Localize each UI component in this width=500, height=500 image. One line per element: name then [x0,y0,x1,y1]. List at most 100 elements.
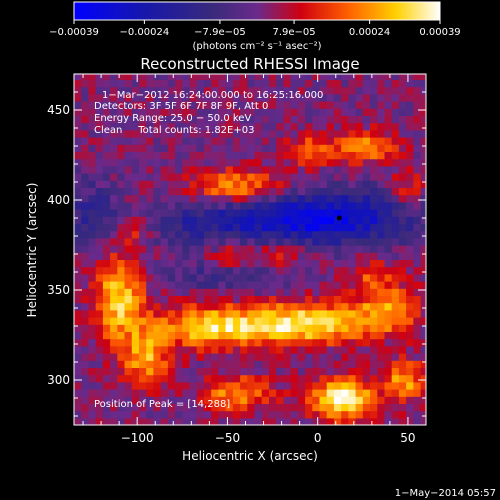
heatmap-cell [326,417,335,425]
heatmap-cell [333,216,342,224]
heatmap-cell [81,245,89,253]
heatmap-cell [398,108,407,116]
heatmap-cell [102,281,111,289]
heatmap-cell [391,216,400,224]
heatmap-cell [153,353,162,361]
heatmap-cell [88,309,97,318]
heatmap-cell [319,417,328,425]
heatmap-cell [355,187,364,196]
heatmap-cell [312,252,321,260]
heatmap-cell [146,187,154,196]
heatmap-cell [305,187,313,196]
heatmap-cell [182,144,191,152]
heatmap-cell [362,216,371,224]
heatmap-cell [319,93,328,102]
heatmap-cell [153,417,162,425]
heatmap-cell [74,245,82,253]
heatmap-cell [254,86,263,95]
heatmap-cell [232,129,241,138]
heatmap-cell [189,201,198,210]
heatmap-cell [175,108,183,116]
heatmap-cell [139,252,147,260]
heatmap-cell [312,201,321,210]
heatmap-cell [117,223,126,232]
heatmap-cell [297,144,306,152]
heatmap-cell [247,194,256,203]
heatmap-cell [377,389,386,397]
heatmap-cell [269,403,277,412]
heatmap-cell [131,338,140,347]
heatmap-cell [420,158,426,167]
heatmap-cell [167,201,176,210]
heatmap-cell [254,360,263,368]
heatmap-cell [312,360,321,368]
heatmap-cell [283,403,292,412]
heatmap-cell [131,410,140,419]
heatmap-cell [146,389,154,397]
heatmap-cell [88,324,97,332]
heatmap-cell [305,108,313,116]
heatmap-cell [276,79,284,88]
heatmap-cell [196,374,205,383]
heatmap-cell [319,79,328,88]
heatmap-cell [406,281,414,289]
heatmap-cell [110,374,118,383]
heatmap-cell [283,137,292,145]
heatmap-cell [247,216,256,224]
heatmap-cell [88,86,97,95]
heatmap-cell [297,360,306,368]
heatmap-cell [74,259,82,268]
heatmap-cell [139,115,147,124]
heatmap-cell [326,367,335,376]
heatmap-cell [102,331,111,340]
heatmap-cell [333,403,342,412]
heatmap-cell [377,245,386,253]
heatmap-cell [355,374,364,383]
heatmap-cell [117,417,126,425]
heatmap-cell [81,237,89,246]
heatmap-cell [269,129,277,138]
heatmap-cell [276,230,284,239]
heatmap-cell [81,201,89,210]
heatmap-cell [377,252,386,260]
heatmap-cell [312,230,321,239]
heatmap-cell [247,331,256,340]
heatmap-cell [406,237,414,246]
heatmap-cell [240,252,248,260]
heatmap-cell [269,209,277,217]
heatmap-cell [153,122,162,131]
heatmap-cell [196,288,205,296]
heatmap-cell [124,74,133,80]
heatmap-cell [312,165,321,174]
heatmap-cell [348,302,357,311]
heatmap-cell [261,173,270,181]
heatmap-cell [95,288,104,296]
heatmap-cell [95,86,104,95]
heatmap-cell [413,151,422,160]
heatmap-cell [175,122,183,131]
heatmap-cell [283,338,292,347]
heatmap-cell [225,158,234,167]
heatmap-cell [370,367,378,376]
heatmap-cell [413,288,422,296]
heatmap-cell [232,187,241,196]
heatmap-cell [124,324,133,332]
colorbar-tick-label: 0.00024 [349,27,390,38]
heatmap-cell [362,209,371,217]
heatmap-cell [261,252,270,260]
heatmap-cell [218,101,227,109]
heatmap-cell [312,115,321,124]
heatmap-cell [218,317,227,325]
heatmap-cell [74,360,82,368]
heatmap-cell [182,309,191,318]
heatmap-cell [341,122,349,131]
heatmap-cell [269,410,277,419]
heatmap-cell [211,353,219,361]
heatmap-cell [406,273,414,282]
heatmap-cell [406,194,414,203]
heatmap-cell [124,201,133,210]
heatmap-cell [261,201,270,210]
heatmap-cell [218,230,227,239]
heatmap-cell [146,403,154,412]
